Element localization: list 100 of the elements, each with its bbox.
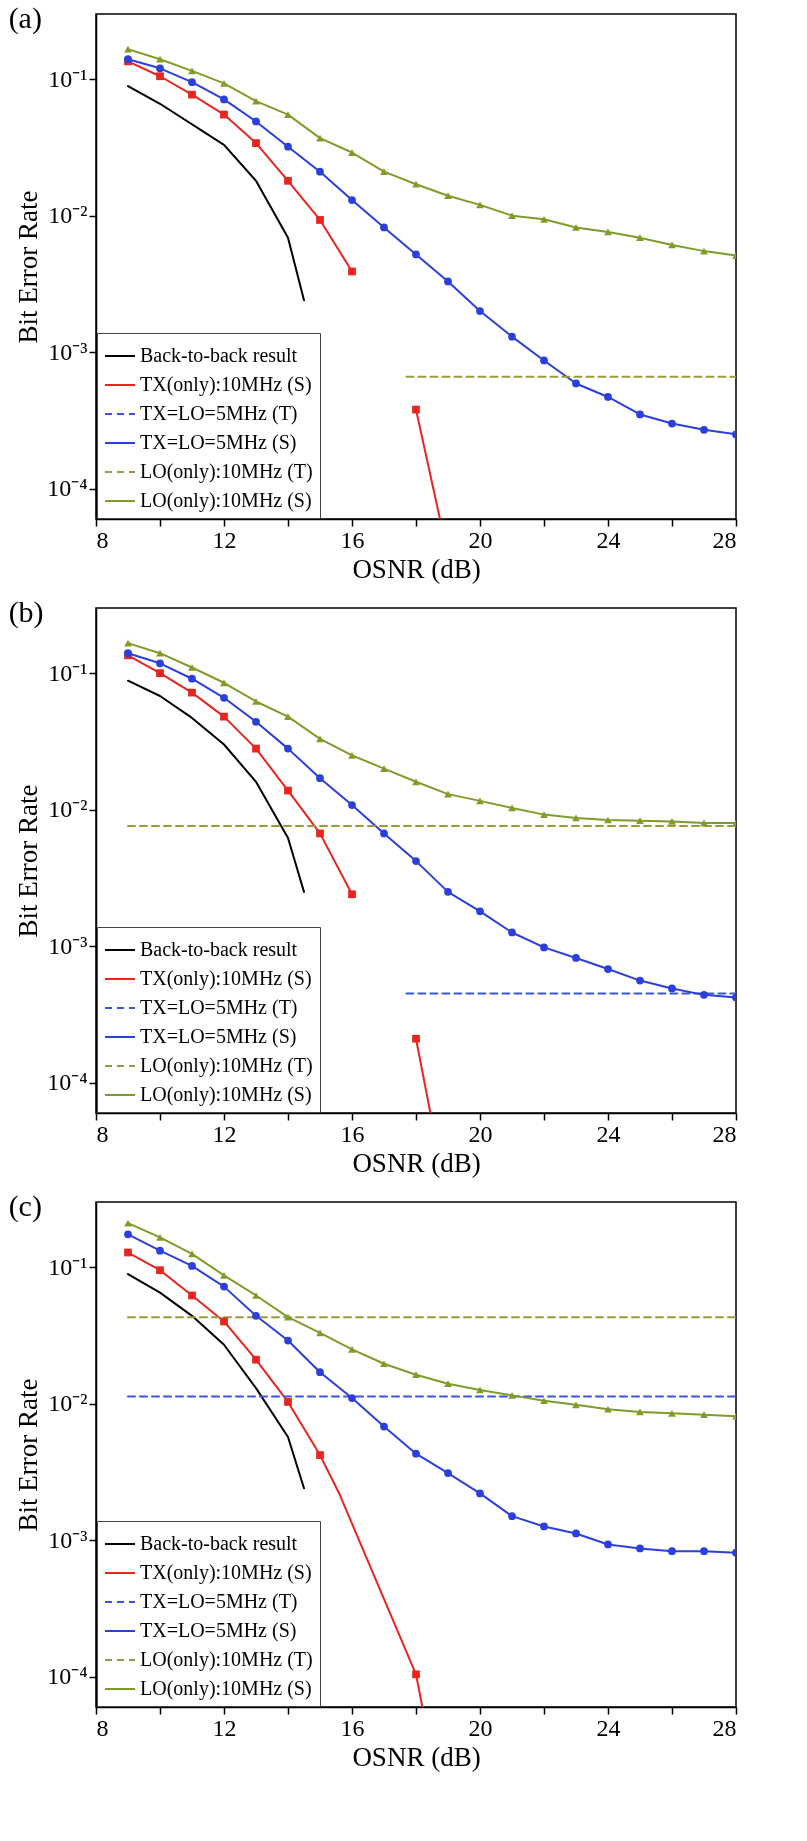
point — [220, 693, 228, 702]
point — [156, 1266, 164, 1275]
y-axis-title: Bit Error Rate — [13, 1378, 44, 1532]
point — [188, 1291, 196, 1300]
point — [220, 80, 228, 87]
legend-label: LO(only):10MHz (S) — [140, 1083, 312, 1106]
x-tick-label: 16 — [340, 1714, 365, 1741]
point — [188, 90, 196, 99]
point — [156, 1234, 164, 1241]
point — [252, 117, 260, 126]
point — [124, 1248, 132, 1257]
line-series — [127, 1273, 305, 1490]
point — [156, 649, 164, 657]
point — [380, 829, 388, 838]
point — [316, 167, 324, 176]
y-tick-label: 10⁻¹ — [48, 659, 88, 686]
point — [572, 1401, 580, 1409]
y-axis-title: Bit Error Rate — [13, 784, 44, 938]
legend-label: TX=LO=5MHz (S) — [140, 431, 297, 454]
point — [412, 1371, 420, 1379]
point — [572, 954, 580, 962]
x-tick-label: 16 — [340, 1120, 365, 1147]
point — [476, 907, 484, 916]
point — [156, 55, 164, 63]
point — [668, 1409, 676, 1417]
point — [188, 688, 196, 697]
point — [252, 1292, 260, 1299]
point — [636, 1544, 644, 1553]
legend-label: TX(only):10MHz (S) — [140, 967, 312, 990]
legend-label: Back-to-back result — [140, 938, 298, 960]
point — [444, 887, 452, 896]
point — [380, 1360, 388, 1368]
legend-label: TX=LO=5MHz (T) — [140, 1590, 298, 1613]
point — [220, 1272, 228, 1279]
point — [604, 228, 612, 236]
point — [636, 234, 644, 242]
point — [284, 111, 292, 118]
point — [348, 267, 356, 276]
point — [316, 216, 324, 224]
point — [316, 735, 324, 743]
y-tick-label: 10⁻⁴ — [47, 475, 88, 502]
point — [604, 965, 612, 973]
point — [476, 797, 484, 805]
point — [572, 379, 580, 388]
point — [700, 991, 708, 999]
x-tick-label: 20 — [468, 526, 493, 553]
x-axis-title: OSNR (dB) — [352, 1741, 481, 1772]
point — [252, 1355, 260, 1364]
point — [348, 1345, 356, 1353]
x-tick-label: 12 — [212, 1120, 237, 1147]
x-tick-label: 12 — [212, 526, 237, 553]
point — [668, 1547, 676, 1556]
legend-label: LO(only):10MHz (T) — [140, 1054, 313, 1077]
point — [476, 1489, 484, 1498]
legend-label: Back-to-back result — [140, 1532, 298, 1554]
point — [444, 192, 452, 200]
point — [444, 1469, 452, 1477]
point — [252, 1311, 260, 1320]
point — [540, 811, 548, 818]
legend-label: LO(only):10MHz (T) — [140, 460, 313, 483]
point — [412, 1034, 420, 1043]
x-tick-label: 24 — [596, 1714, 621, 1741]
point — [348, 149, 356, 156]
legend-label: TX=LO=5MHz (T) — [140, 402, 298, 425]
point — [380, 223, 388, 232]
legend-label: Back-to-back result — [140, 344, 298, 366]
point — [252, 717, 260, 726]
x-tick-label: 8 — [96, 1714, 109, 1741]
point — [156, 1246, 164, 1255]
point — [348, 890, 356, 899]
point — [604, 1405, 612, 1413]
x-tick-label: 8 — [96, 526, 109, 553]
line-series — [127, 85, 305, 302]
legend-label: TX=LO=5MHz (S) — [140, 1025, 297, 1048]
point — [316, 774, 324, 783]
point — [508, 332, 516, 341]
point — [540, 356, 548, 365]
y-tick-label: 10⁻⁴ — [47, 1069, 88, 1096]
point — [444, 277, 452, 286]
point — [348, 801, 356, 809]
point — [636, 976, 644, 985]
point — [540, 1522, 548, 1531]
x-tick-label: 28 — [712, 526, 737, 553]
point — [668, 984, 676, 993]
point — [572, 814, 580, 822]
y-tick-label: 10⁻¹ — [48, 1253, 88, 1280]
point — [348, 196, 356, 204]
point — [252, 744, 260, 753]
chart-title: (b) — [8, 595, 44, 629]
point — [476, 201, 484, 209]
point — [540, 943, 548, 952]
point — [700, 425, 708, 434]
point — [636, 410, 644, 419]
point — [156, 64, 164, 73]
point — [316, 829, 324, 838]
x-tick-label: 16 — [340, 526, 365, 553]
point — [508, 212, 516, 220]
point — [284, 786, 292, 795]
point — [348, 751, 356, 759]
point — [508, 804, 516, 812]
